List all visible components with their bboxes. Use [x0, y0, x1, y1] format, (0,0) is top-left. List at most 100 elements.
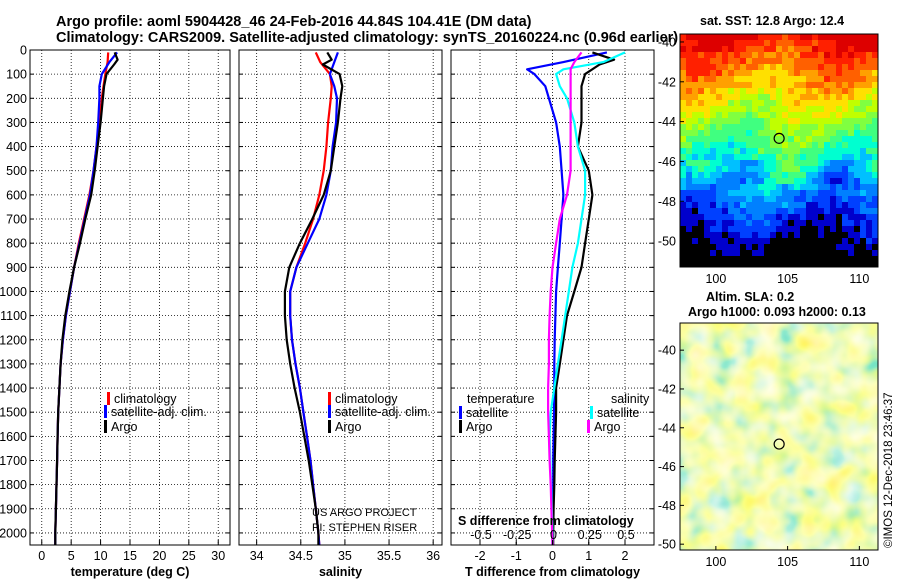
sst-cell	[770, 94, 776, 100]
sst-cell	[842, 148, 848, 154]
sst-cell	[812, 76, 818, 82]
sst-cell	[794, 94, 800, 100]
sst-cell	[776, 106, 782, 112]
sst-cell	[680, 46, 686, 52]
sst-cell	[752, 46, 758, 52]
sst-cell	[824, 160, 830, 166]
sst-cell	[734, 208, 740, 214]
s-tick-label: -0.5	[470, 528, 492, 542]
sst-cell	[860, 178, 866, 184]
sst-cell	[854, 46, 860, 52]
sst-cell	[728, 166, 734, 172]
sst-cell	[680, 136, 686, 142]
sst-cell	[698, 88, 704, 94]
sst-cell	[794, 82, 800, 88]
sst-cell	[842, 82, 848, 88]
sst-cell	[752, 196, 758, 202]
sst-cell	[716, 178, 722, 184]
sst-cell	[776, 208, 782, 214]
sst-cell	[836, 184, 842, 190]
sst-cell	[860, 202, 866, 208]
sst-cell	[704, 178, 710, 184]
sst-cell	[776, 214, 782, 220]
sst-cell	[788, 118, 794, 124]
sst-cell	[764, 148, 770, 154]
sst-cell	[692, 58, 698, 64]
legend-label-s-satellite: satellite	[597, 406, 639, 420]
sst-cell	[812, 172, 818, 178]
sst-cell	[872, 220, 878, 226]
sst-cell	[764, 70, 770, 76]
sst-cell	[824, 238, 830, 244]
sst-cell	[716, 250, 722, 256]
sst-cell	[740, 190, 746, 196]
sst-cell	[836, 88, 842, 94]
sst-cell	[752, 130, 758, 136]
sst-cell	[704, 112, 710, 118]
sst-cell	[848, 178, 854, 184]
sst-cell	[764, 88, 770, 94]
sst-cell	[866, 160, 872, 166]
sst-cell	[734, 256, 740, 262]
sst-cell	[854, 208, 860, 214]
sst-cell	[818, 82, 824, 88]
sst-cell	[800, 238, 806, 244]
sst-cell	[872, 238, 878, 244]
sst-cell	[812, 142, 818, 148]
sst-cell	[842, 244, 848, 250]
sst-cell	[860, 130, 866, 136]
sst-cell	[704, 226, 710, 232]
sst-cell	[740, 142, 746, 148]
sst-cell	[818, 136, 824, 142]
sst-cell	[842, 88, 848, 94]
sst-cell	[752, 34, 758, 40]
sst-cell	[830, 94, 836, 100]
sst-cell	[836, 76, 842, 82]
sst-cell	[752, 226, 758, 232]
sst-cell	[686, 94, 692, 100]
sst-cell	[800, 196, 806, 202]
sst-cell	[740, 52, 746, 58]
sst-cell	[758, 136, 764, 142]
legend-label-s-argo: Argo	[594, 420, 620, 434]
sst-cell	[818, 106, 824, 112]
sst-cell	[740, 106, 746, 112]
sst-cell	[758, 34, 764, 40]
sst-cell	[746, 34, 752, 40]
sst-cell	[806, 172, 812, 178]
sst-cell	[812, 220, 818, 226]
sst-cell	[686, 70, 692, 76]
sst-cell	[866, 112, 872, 118]
sst-cell	[686, 214, 692, 220]
sst-cell	[746, 232, 752, 238]
sst-cell	[800, 136, 806, 142]
map-lat-label: -46	[658, 155, 676, 169]
sst-cell	[764, 52, 770, 58]
sst-cell	[770, 214, 776, 220]
sst-cell	[866, 88, 872, 94]
sst-cell	[824, 166, 830, 172]
sst-cell	[722, 178, 728, 184]
sst-cell	[782, 250, 788, 256]
sst-cell	[698, 196, 704, 202]
series-line-s-argo	[546, 51, 583, 545]
s-difference-title: S difference from climatology	[458, 514, 634, 528]
sst-cell	[866, 256, 872, 262]
sst-cell	[824, 250, 830, 256]
sst-cell	[710, 52, 716, 58]
sst-cell	[842, 184, 848, 190]
sst-cell	[734, 238, 740, 244]
sst-cell	[704, 34, 710, 40]
sst-cell	[848, 124, 854, 130]
sst-cell	[692, 112, 698, 118]
sst-cell	[830, 106, 836, 112]
map-lat-label: -48	[658, 499, 676, 513]
sst-cell	[800, 232, 806, 238]
sst-cell	[746, 46, 752, 52]
sst-cell	[794, 118, 800, 124]
sst-cell	[830, 226, 836, 232]
sst-cell	[710, 40, 716, 46]
sst-cell	[716, 184, 722, 190]
sst-cell	[704, 100, 710, 106]
sst-cell	[794, 160, 800, 166]
